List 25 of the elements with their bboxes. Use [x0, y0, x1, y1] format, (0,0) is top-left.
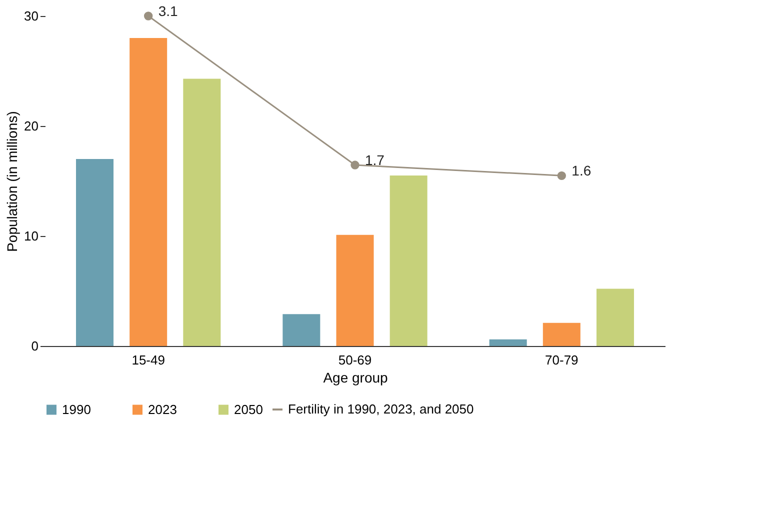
x-tick-label: 70-79 [545, 352, 578, 368]
x-axis-title: Age group [323, 370, 388, 386]
y-tick-label: 20 [24, 118, 38, 134]
y-axis-title: Population (in millions) [4, 111, 20, 252]
bar [130, 38, 168, 346]
bar [336, 234, 374, 346]
bar [390, 176, 428, 346]
bar [542, 322, 580, 346]
legend-label: Fertility in 1990, 2023, and 2050 [288, 402, 474, 416]
y-tick-label: 10 [24, 228, 38, 244]
bar [489, 339, 527, 346]
bar [596, 288, 634, 346]
data-label: 1.7 [365, 152, 385, 168]
legend-label: 2023 [148, 402, 177, 417]
bar [76, 159, 114, 346]
x-tick-label: 50-69 [338, 352, 372, 368]
legend-label: 2050 [234, 402, 263, 417]
legend-label: 1990 [62, 402, 91, 417]
x-tick-label: 15-49 [132, 352, 165, 368]
bar [183, 78, 221, 346]
data-label: 1.6 [572, 162, 592, 179]
bar [282, 314, 320, 346]
y-tick-label: 0 [31, 338, 38, 354]
y-tick-label: 30 [24, 8, 38, 24]
data-label: 3.1 [158, 3, 178, 19]
